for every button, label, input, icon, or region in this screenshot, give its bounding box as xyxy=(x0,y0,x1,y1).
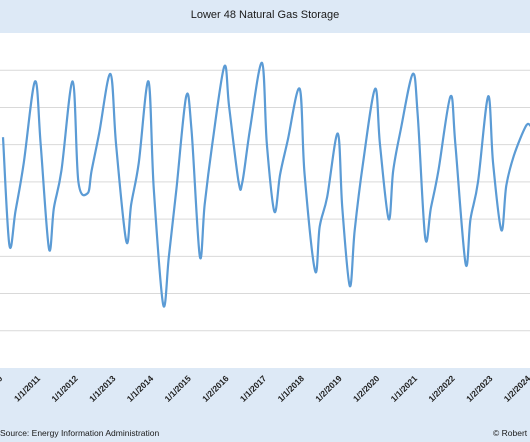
x-tick-label: 1/1/2021 xyxy=(389,373,420,404)
x-tick-label: 1/2/2016 xyxy=(200,373,231,404)
series-group xyxy=(1,61,530,308)
x-tick-label: 1/1/2012 xyxy=(49,373,80,404)
series-line-0 xyxy=(1,61,530,308)
x-tick-label: 1/1/2014 xyxy=(125,373,156,404)
chart-title: Lower 48 Natural Gas Storage xyxy=(190,9,340,21)
x-tick-label: 1/1/2015 xyxy=(162,373,193,404)
x-tick-label: 1/1/2017 xyxy=(238,373,269,404)
credit-note: © Robert Rapier xyxy=(493,428,530,438)
line-chart: 1/1/2010 1/1/2011 1/1/2012 1/1/2013 1/1/2014… xyxy=(0,61,530,404)
x-tick-label: 1/2/2024 xyxy=(502,373,530,404)
x-tick-label: 1/2/2020 xyxy=(351,373,382,404)
x-tick-label: 1/2/2023 xyxy=(464,373,495,404)
x-tick-label: 1/2/2022 xyxy=(426,373,457,404)
x-tick-label: 1/1/2011 xyxy=(12,373,42,403)
x-tick-label: 1/1/2018 xyxy=(276,373,307,404)
x-tick-label: 1/2/2019 xyxy=(313,373,344,404)
gridlines xyxy=(0,69,530,332)
x-tick-label: 1/1/2010 xyxy=(0,373,5,404)
source-note: Source: Energy Information Administratio… xyxy=(0,428,160,438)
x-axis-ticks: 1/1/2010 1/1/2011 1/1/2012 1/1/2013 1/1/2014… xyxy=(0,373,530,404)
x-tick-label: 1/1/2013 xyxy=(87,373,118,404)
